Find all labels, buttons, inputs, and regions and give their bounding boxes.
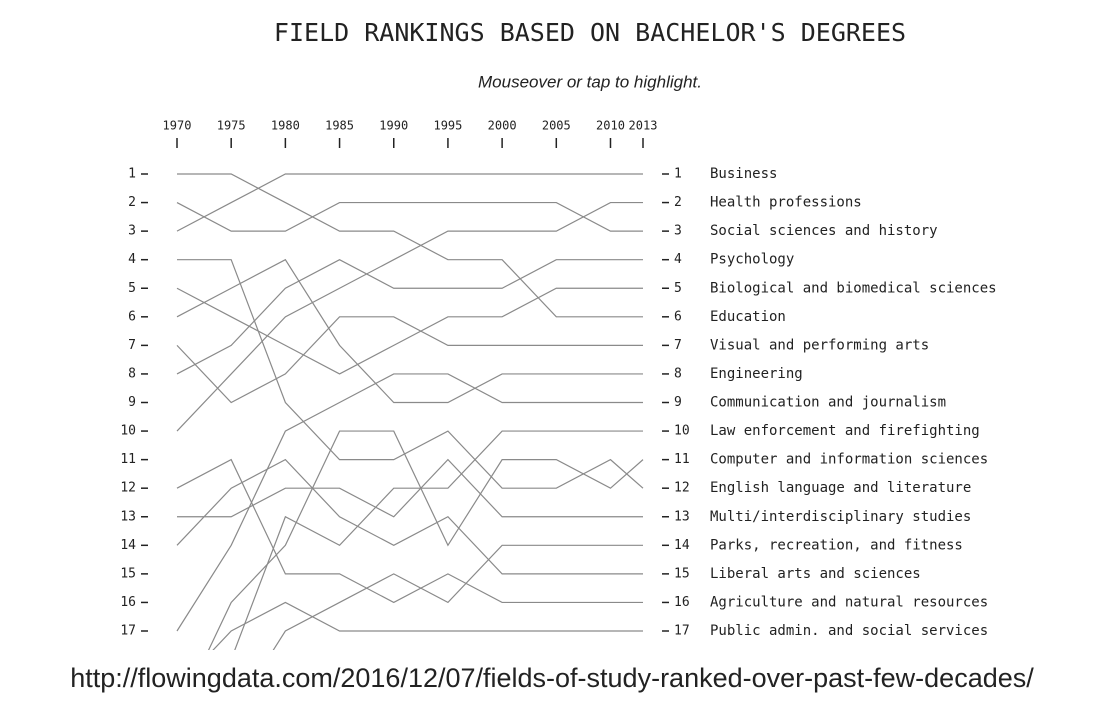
legend-label: Business xyxy=(710,166,777,182)
legend-label: Health professions xyxy=(710,195,862,211)
y-tick-label: 14 xyxy=(120,538,136,553)
y-tick-label-right: 11 xyxy=(674,452,690,467)
y-tick-label-right: 2 xyxy=(674,195,682,210)
x-tick-label: 2010 xyxy=(596,119,625,133)
y-tick-label-right: 1 xyxy=(674,167,682,182)
series-line[interactable] xyxy=(176,458,643,604)
y-tick-label-right: 14 xyxy=(674,538,690,553)
y-tick-label: 5 xyxy=(128,281,136,296)
legend-label: Social sciences and history xyxy=(710,223,938,239)
series-line[interactable] xyxy=(176,258,643,404)
legend-label: Liberal arts and sciences xyxy=(710,566,921,582)
y-tick-label-right: 10 xyxy=(674,424,690,439)
x-tick-label: 2013 xyxy=(629,119,658,133)
y-tick-label-right: 5 xyxy=(674,281,682,296)
x-tick-label: 1995 xyxy=(433,119,462,133)
legend-label: English language and literature xyxy=(710,480,971,496)
series-line[interactable] xyxy=(177,458,643,518)
x-tick-label: 2005 xyxy=(542,119,571,133)
y-tick-label-right: 9 xyxy=(674,395,682,410)
legend-label: Law enforcement and firefighting xyxy=(710,423,980,439)
series-line[interactable] xyxy=(176,316,643,404)
series-line[interactable] xyxy=(176,458,643,575)
y-tick-label: 4 xyxy=(128,252,136,267)
x-tick-label: 1990 xyxy=(379,119,408,133)
series-line[interactable] xyxy=(176,201,643,232)
legend-label: Psychology xyxy=(710,252,794,268)
y-tick-label: 6 xyxy=(128,309,136,324)
y-tick-label-right: 7 xyxy=(674,338,682,353)
y-tick-label-right: 15 xyxy=(674,566,690,581)
legend-label: Multi/interdisciplinary studies xyxy=(710,509,971,525)
footer-bg xyxy=(0,650,1104,703)
series-line[interactable] xyxy=(177,259,644,489)
y-tick-label: 15 xyxy=(120,566,136,581)
y-tick-label: 16 xyxy=(120,595,136,610)
y-tick-label-right: 8 xyxy=(674,366,682,381)
y-tick-label-right: 12 xyxy=(674,481,690,496)
chart-subtitle: Mouseover or tap to highlight. xyxy=(478,72,702,91)
y-tick-label-right: 6 xyxy=(674,309,682,324)
x-tick-label: 1975 xyxy=(217,119,246,133)
legend-label: Agriculture and natural resources xyxy=(710,594,988,610)
legend-label: Computer and information sciences xyxy=(710,452,988,468)
x-tick-label: 1970 xyxy=(163,119,192,133)
legend-label: Public admin. and social services xyxy=(710,623,988,639)
series-line[interactable] xyxy=(177,601,643,688)
legend-label: Communication and journalism xyxy=(710,395,946,411)
y-tick-label: 13 xyxy=(120,509,136,524)
y-tick-label: 7 xyxy=(128,338,136,353)
y-tick-label: 17 xyxy=(120,624,136,639)
legend-label: Parks, recreation, and fitness xyxy=(710,537,963,553)
y-tick-label-right: 4 xyxy=(674,252,682,267)
y-tick-label: 12 xyxy=(120,481,136,496)
y-tick-label: 8 xyxy=(128,366,136,381)
series-line[interactable] xyxy=(176,259,643,375)
x-tick-label: 1985 xyxy=(325,119,354,133)
source-url: http://flowingdata.com/2016/12/07/fields… xyxy=(70,663,1034,693)
y-tick-label-right: 3 xyxy=(674,224,682,239)
plot-area xyxy=(176,173,644,688)
y-tick-label: 10 xyxy=(120,424,136,439)
legend-label: Education xyxy=(710,309,786,325)
series-line[interactable] xyxy=(176,373,643,632)
y-tick-label: 9 xyxy=(128,395,136,410)
y-tick-label: 3 xyxy=(128,224,136,239)
x-tick-label: 1980 xyxy=(271,119,300,133)
y-tick-label: 11 xyxy=(120,452,136,467)
y-tick-label: 1 xyxy=(128,167,136,182)
y-tick-label-right: 13 xyxy=(674,509,690,524)
legend-label: Biological and biomedical sciences xyxy=(710,280,997,296)
y-tick-label-right: 17 xyxy=(674,624,690,639)
legend-label: Visual and performing arts xyxy=(710,337,929,353)
series-line[interactable] xyxy=(177,173,643,318)
chart-title: FIELD RANKINGS BASED ON BACHELOR'S DEGRE… xyxy=(274,18,906,47)
y-tick-label: 2 xyxy=(128,195,136,210)
x-tick-label: 2000 xyxy=(488,119,517,133)
legend-label: Engineering xyxy=(710,366,803,382)
y-tick-label-right: 16 xyxy=(674,595,690,610)
